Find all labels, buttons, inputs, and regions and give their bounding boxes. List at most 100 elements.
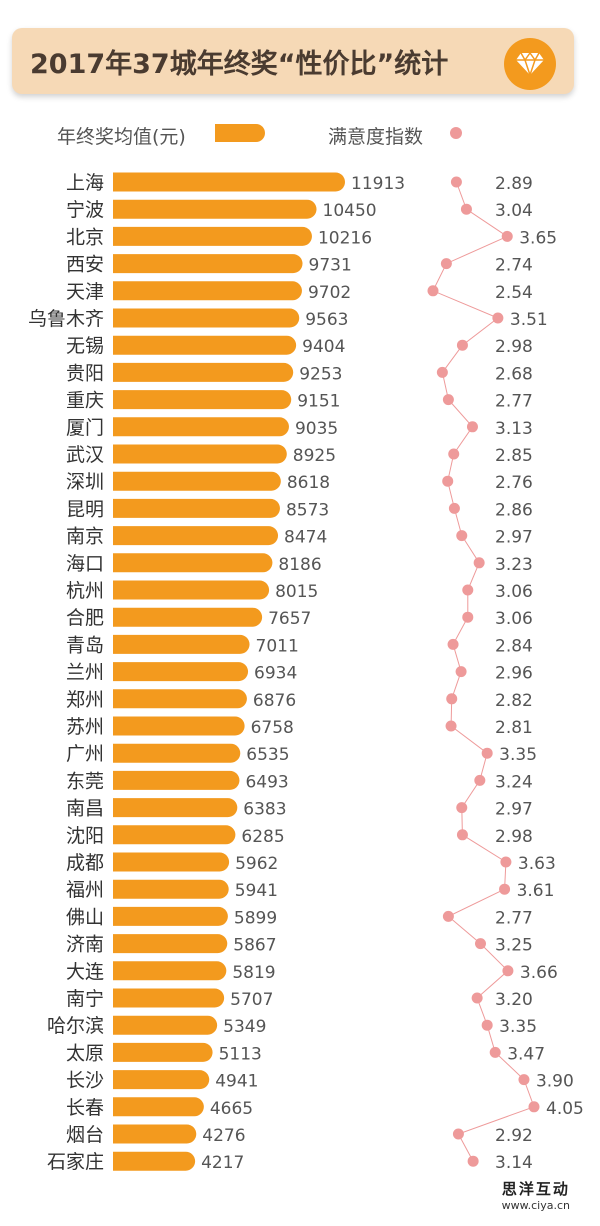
category-label: 无锡 bbox=[66, 335, 104, 357]
salary-bar bbox=[113, 1042, 213, 1062]
satisfaction-point bbox=[456, 802, 468, 814]
salary-value-label: 9253 bbox=[299, 364, 342, 384]
salary-bar bbox=[113, 906, 228, 926]
satisfaction-value-label: 2.82 bbox=[495, 691, 533, 711]
satisfaction-value-label: 2.98 bbox=[495, 827, 533, 847]
salary-bar bbox=[113, 716, 245, 736]
satisfaction-point bbox=[500, 856, 512, 868]
salary-value-label: 8015 bbox=[275, 582, 318, 602]
salary-bar bbox=[113, 199, 317, 219]
satisfaction-point bbox=[447, 638, 459, 650]
satisfaction-value-label: 2.77 bbox=[495, 908, 533, 928]
satisfaction-value-label: 2.54 bbox=[495, 283, 533, 303]
satisfaction-point bbox=[456, 339, 468, 351]
salary-value-label: 8573 bbox=[286, 500, 329, 520]
satisfaction-point bbox=[455, 666, 467, 678]
satisfaction-value-label: 3.61 bbox=[517, 881, 555, 901]
salary-value-label: 6535 bbox=[246, 745, 289, 765]
salary-value-label: 8618 bbox=[287, 473, 330, 493]
satisfaction-point bbox=[448, 448, 460, 460]
satisfaction-value-label: 2.81 bbox=[495, 718, 533, 738]
category-label: 深圳 bbox=[66, 471, 104, 493]
satisfaction-point bbox=[427, 285, 439, 297]
satisfaction-point bbox=[518, 1074, 530, 1086]
satisfaction-value-label: 3.35 bbox=[499, 745, 537, 765]
legend-satisfaction-label: 满意度指数 bbox=[328, 126, 424, 148]
category-label: 佛山 bbox=[66, 906, 104, 928]
satisfaction-value-label: 3.20 bbox=[495, 990, 533, 1010]
salary-bar bbox=[113, 934, 228, 954]
satisfaction-point bbox=[456, 829, 468, 841]
salary-value-label: 6493 bbox=[245, 772, 288, 792]
satisfaction-point bbox=[501, 230, 513, 242]
salary-value-label: 5819 bbox=[232, 963, 275, 983]
salary-bar bbox=[113, 471, 281, 491]
salary-bar bbox=[113, 362, 294, 382]
salary-value-label: 9702 bbox=[308, 283, 351, 303]
footer-brand-url: www.ciya.cn bbox=[501, 1199, 570, 1212]
salary-value-label: 5941 bbox=[235, 881, 278, 901]
salary-value-label: 5113 bbox=[219, 1044, 262, 1064]
salary-bar bbox=[113, 172, 345, 192]
satisfaction-point bbox=[471, 992, 483, 1004]
category-label: 沈阳 bbox=[66, 825, 104, 847]
satisfaction-value-label: 3.66 bbox=[520, 963, 558, 983]
category-label: 乌鲁木齐 bbox=[28, 308, 104, 330]
salary-bar bbox=[113, 1015, 218, 1035]
satisfaction-point bbox=[448, 502, 460, 514]
satisfaction-value-label: 3.90 bbox=[536, 1072, 574, 1092]
legend-salary-label: 年终奖均值(元) bbox=[57, 126, 186, 148]
satisfaction-point bbox=[474, 938, 486, 950]
satisfaction-point bbox=[436, 366, 448, 378]
salary-bar bbox=[113, 1097, 204, 1117]
category-label: 福州 bbox=[66, 879, 104, 901]
satisfaction-point bbox=[467, 1155, 479, 1167]
salary-value-label: 11913 bbox=[351, 174, 405, 194]
satisfaction-point bbox=[460, 203, 472, 215]
satisfaction-value-label: 2.85 bbox=[495, 446, 533, 466]
satisfaction-value-label: 3.25 bbox=[495, 936, 533, 956]
salary-bar bbox=[113, 1151, 196, 1171]
footer-brand-name: 思洋互动 bbox=[501, 1180, 570, 1198]
category-label: 贵阳 bbox=[66, 362, 104, 384]
category-label: 苏州 bbox=[66, 716, 104, 738]
satisfaction-value-label: 3.06 bbox=[495, 609, 533, 629]
salary-bar bbox=[113, 743, 241, 763]
salary-value-label: 6934 bbox=[254, 664, 297, 684]
salary-value-label: 5867 bbox=[233, 936, 276, 956]
salary-bar bbox=[113, 825, 236, 845]
satisfaction-value-label: 3.23 bbox=[495, 555, 533, 575]
category-label: 北京 bbox=[66, 226, 104, 248]
satisfaction-point bbox=[445, 720, 457, 732]
satisfaction-point bbox=[499, 883, 511, 895]
satisfaction-value-label: 3.63 bbox=[518, 854, 556, 874]
salary-bar bbox=[113, 580, 270, 600]
salary-bar bbox=[113, 798, 238, 818]
satisfaction-point bbox=[492, 312, 504, 324]
salary-value-label: 6758 bbox=[251, 718, 294, 738]
salary-bar bbox=[113, 607, 263, 627]
satisfaction-point bbox=[481, 1019, 493, 1031]
category-label: 昆明 bbox=[66, 498, 104, 520]
satisfaction-point bbox=[489, 1046, 501, 1058]
satisfaction-value-label: 3.14 bbox=[495, 1153, 533, 1173]
satisfaction-point bbox=[452, 1128, 464, 1140]
salary-value-label: 6876 bbox=[253, 691, 296, 711]
satisfaction-value-label: 2.86 bbox=[495, 500, 533, 520]
salary-bar bbox=[113, 770, 240, 790]
salary-bar bbox=[113, 444, 287, 464]
satisfaction-value-label: 3.65 bbox=[519, 228, 557, 248]
salary-value-label: 9035 bbox=[295, 419, 338, 439]
salary-bar bbox=[113, 662, 249, 682]
satisfaction-point bbox=[442, 394, 454, 406]
salary-bar bbox=[113, 634, 250, 654]
salary-bar bbox=[113, 281, 302, 301]
salary-bar bbox=[113, 390, 292, 410]
category-label: 武汉 bbox=[66, 444, 104, 466]
satisfaction-point bbox=[462, 611, 474, 623]
salary-value-label: 8186 bbox=[278, 555, 321, 575]
satisfaction-value-label: 2.98 bbox=[495, 337, 533, 357]
category-label: 郑州 bbox=[66, 689, 104, 711]
satisfaction-value-label: 3.13 bbox=[495, 419, 533, 439]
